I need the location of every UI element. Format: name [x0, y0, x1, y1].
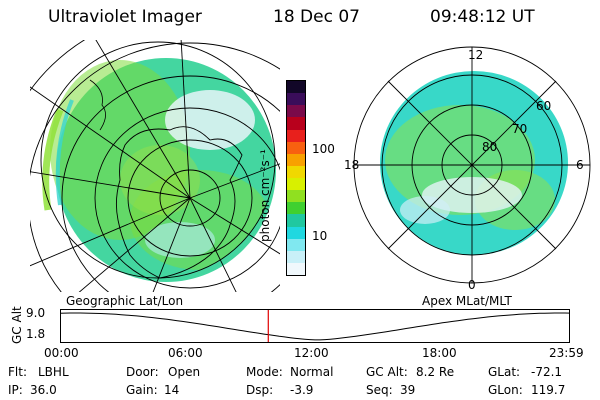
footer-glat-value: -72.1 [531, 365, 563, 379]
mlt-label-0: 0 [468, 278, 476, 292]
timeline-xtick-0600: 06:00 [168, 346, 203, 360]
colorbar-segment [287, 141, 305, 155]
colorbar-segment [287, 165, 305, 179]
footer-door-value: Open [168, 365, 201, 379]
footer-seq-value: 39 [400, 383, 416, 397]
apex-image: 12 18 6 0 60 70 80 [344, 46, 591, 292]
timeline-ytick-low: 1.8 [26, 327, 46, 341]
colorbar-segment [287, 81, 305, 94]
colorbar-segment [287, 238, 305, 252]
apex-caption: Apex MLat/MLT [422, 294, 512, 308]
mlat-label-70: 70 [512, 122, 527, 136]
footer-glon-value: 119.7 [531, 383, 566, 397]
footer-gain-value: 14 [164, 383, 180, 397]
footer-mode-key: Mode: [246, 365, 283, 379]
footer-glon-key: GLon: [488, 383, 523, 397]
date-label: 18 Dec 07 [273, 7, 360, 27]
colorbar-segment [287, 214, 305, 227]
timeline-xtick-1200: 12:00 [294, 346, 329, 360]
timeline-ytick-high: 9.0 [26, 306, 46, 320]
colorbar-tick-100: 100 [312, 142, 335, 156]
footer-flt-value: LBHL [38, 365, 69, 379]
mlt-label-12: 12 [468, 48, 483, 62]
footer-gain-key: Gain: [126, 383, 158, 397]
geographic-image [30, 40, 280, 292]
timeline-xtick-2359: 23:59 [549, 346, 584, 360]
footer-ip-key: IP: [8, 383, 23, 397]
footer-gcalt-key: GC Alt: [366, 365, 408, 379]
geographic-caption: Geographic Lat/Lon [66, 294, 184, 308]
colorbar-segment [287, 93, 305, 106]
colorbar [286, 80, 306, 276]
footer-door-key: Door: [126, 365, 159, 379]
mlat-label-80: 80 [482, 140, 497, 154]
altitude-timeline [60, 309, 570, 343]
colorbar-segment [287, 190, 305, 203]
footer-dsp-value: -3.9 [290, 383, 314, 397]
geo-grid [30, 40, 280, 292]
colorbar-segment [287, 202, 305, 215]
apex-grid [353, 46, 591, 284]
instrument-title: Ultraviolet Imager [48, 7, 202, 27]
altitude-curve [60, 312, 570, 341]
colorbar-segment [287, 262, 305, 275]
footer-mode-value: Normal [290, 365, 334, 379]
footer-dsp-key: Dsp: [246, 383, 274, 397]
footer-glat-key: GLat: [488, 365, 521, 379]
timeline-xtick-0000: 00:00 [44, 346, 79, 360]
colorbar-segment [287, 153, 305, 167]
mlt-label-18: 18 [344, 158, 359, 172]
colorbar-tick-10: 10 [312, 229, 328, 243]
coastline [115, 126, 243, 279]
timeline-xtick-1800: 18:00 [422, 346, 457, 360]
colorbar-segment [287, 250, 305, 264]
colorbar-segment [287, 129, 305, 143]
colorbar-segment [287, 178, 305, 191]
mlt-label-6: 6 [576, 158, 584, 172]
time-label: 09:48:12 UT [430, 7, 535, 27]
colorbar-segment [287, 226, 305, 240]
footer-ip-value: 36.0 [30, 383, 57, 397]
colorbar-segment [287, 105, 305, 118]
footer-flt-key: Flt: [8, 365, 27, 379]
colorbar-segment [287, 117, 305, 130]
footer-seq-key: Seq: [366, 383, 393, 397]
footer-gcalt-value: 8.2 Re [416, 365, 455, 379]
mlat-label-60: 60 [536, 99, 551, 113]
colorbar-unit-label: photon cm⁻²s⁻¹ [258, 149, 272, 242]
timeline-axis-label: GC Alt [10, 306, 24, 344]
